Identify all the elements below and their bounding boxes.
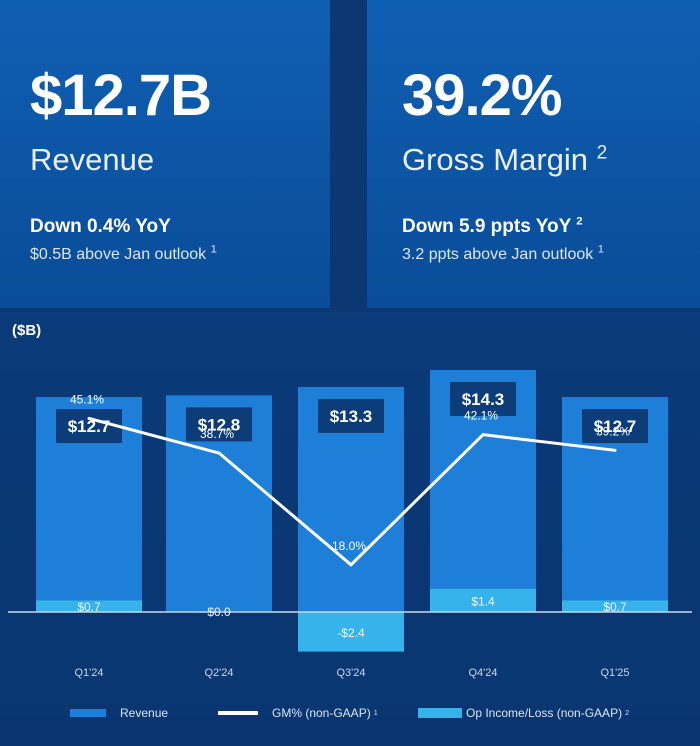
gross-margin-delta: Down 5.9 ppts YoY 2 [402, 216, 583, 238]
op-income-label: $0.7 [603, 600, 627, 614]
gross-margin-label: Gross Margin 2 [402, 142, 607, 178]
gross-margin-label-footnote: 2 [596, 142, 608, 164]
category-label: Q4'24 [468, 667, 497, 679]
revenue-label: $12.7 [594, 417, 637, 436]
gm-point [87, 416, 91, 420]
gm-label: 18.0% [332, 539, 366, 553]
revenue-card: $12.7B Revenue Down 0.4% YoY $0.5B above… [0, 0, 330, 308]
gm-label: 38.7% [200, 427, 234, 441]
legend-op-label: Op Income/Loss (non-GAAP) [466, 706, 623, 720]
revenue-label-box [56, 409, 122, 444]
gross-margin-note: 3.2 ppts above Jan outlook 1 [402, 243, 604, 264]
category-label: Q2'24 [204, 667, 233, 679]
gross-margin-note-text: 3.2 ppts above Jan outlook [402, 246, 594, 263]
combo-chart: $12.7 $12.8 $13.3$14.3$12.7$0.7 $0.0-$2.4$1… [8, 370, 692, 679]
revenue-label: $14.3 [462, 390, 505, 409]
op-income-bar [430, 588, 536, 612]
revenue-label-box [450, 382, 516, 416]
gm-label: 45.1% [70, 392, 104, 406]
op-income-label: -$2.4 [337, 626, 365, 640]
unit-label: ($B) [12, 322, 42, 339]
revenue-note: $0.5B above Jan outlook 1 [30, 243, 217, 264]
legend-gm-swatch [218, 711, 258, 715]
gm-label: 42.1% [464, 409, 498, 423]
category-label: Q1'24 [74, 667, 103, 679]
gross-margin-card: 39.2% Gross Margin 2 Down 5.9 ppts YoY 2… [367, 0, 700, 308]
category-label: Q1'25 [600, 667, 629, 679]
chart-panel: ($B) $12.7 $12.8 $13.3 $14.3 $12.7 $0.7 $0.0 -$… [0, 314, 700, 746]
op-income-label: $0.7 [77, 600, 101, 614]
gm-point [481, 433, 485, 437]
revenue-label: $13.3 [330, 407, 373, 426]
revenue-label-box [582, 409, 648, 444]
legend-op-income: Op Income/Loss (non-GAAP) 2 [418, 706, 629, 720]
gross-margin-note-footnote: 1 [597, 243, 604, 256]
gm-point [349, 563, 353, 567]
gm-point [217, 451, 221, 455]
revenue-value: $12.7B [30, 63, 212, 128]
legend-op-swatch [418, 708, 462, 718]
revenue-note-text: $0.5B above Jan outlook [30, 246, 207, 263]
category-label: Q3'24 [336, 667, 365, 679]
op-income-label: $1.4 [471, 594, 495, 608]
legend: Revenue GM% (non-GAAP) 1 Op Income/Loss … [0, 706, 700, 736]
gm-label: 39.2% [596, 424, 630, 438]
op-income-bar [36, 600, 142, 612]
op-income-bar [562, 600, 668, 612]
kpi-row: $12.7B Revenue Down 0.4% YoY $0.5B above… [0, 0, 700, 312]
gross-margin-delta-text: Down 5.9 ppts YoY [402, 216, 571, 237]
legend-revenue: Revenue [70, 706, 168, 720]
gross-margin-label-text: Gross Margin [402, 142, 589, 177]
revenue-note-footnote: 1 [210, 243, 217, 256]
gm-point [613, 448, 617, 452]
op-income-bar [298, 612, 404, 652]
revenue-label: $12.8 [198, 415, 241, 434]
legend-revenue-swatch [70, 709, 106, 717]
legend-gm: GM% (non-GAAP) 1 [218, 706, 378, 720]
revenue-delta: Down 0.4% YoY [30, 216, 171, 237]
legend-revenue-label: Revenue [120, 706, 169, 720]
gross-margin-delta-footnote: 2 [576, 215, 583, 228]
revenue-label-box [318, 398, 384, 433]
legend-gm-label: GM% (non-GAAP) [272, 706, 371, 720]
gross-margin-value: 39.2% [402, 63, 562, 128]
revenue-label: Revenue [30, 142, 155, 177]
revenue-label-box [186, 407, 252, 442]
op-income-label: $0.0 [207, 605, 231, 619]
